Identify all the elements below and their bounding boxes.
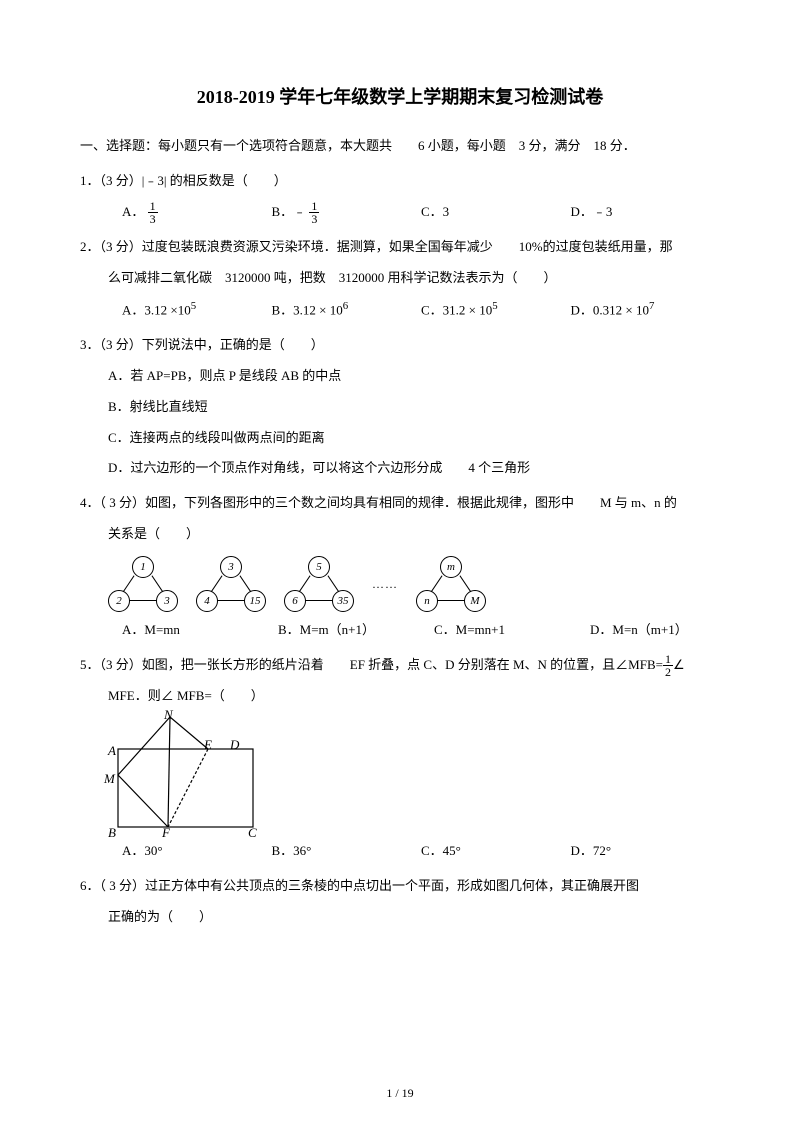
page-number: 1 / 19 xyxy=(0,1082,800,1105)
fraction-icon: 12 xyxy=(663,653,673,678)
q5-figure: A N E D M B F C xyxy=(108,717,278,835)
q3-opt-d: D．过六边形的一个顶点作对角线，可以将这个六边形分成 4 个三角形 xyxy=(80,456,720,481)
q5-opt-b: B．36° xyxy=(272,839,422,864)
q4-line2: 关系是（ ） xyxy=(80,522,720,547)
q4-opt-d: D．M=n（m+1） xyxy=(590,618,720,643)
q5-line1: 5．（3 分）如图，把一张长方形的纸片沿着 EF 折叠，点 C、D 分别落在 M… xyxy=(80,653,720,679)
question-6: 6．（ 3 分）过正方体中有公共顶点的三条棱的中点切出一个平面，形成如图几何体，… xyxy=(80,874,720,929)
vertex-label: N xyxy=(164,703,173,728)
fraction-icon: 13 xyxy=(148,200,158,225)
q1-opt-a: A． 13 xyxy=(122,200,272,226)
q2-opt-a: A．3.12 ×105 xyxy=(122,296,272,323)
question-5: 5．（3 分）如图，把一张长方形的纸片沿着 EF 折叠，点 C、D 分别落在 M… xyxy=(80,653,720,864)
q1-stem: 1．（3 分）|﹣3| 的相反数是（ ） xyxy=(80,169,720,194)
question-1: 1．（3 分）|﹣3| 的相反数是（ ） A． 13 B．﹣ 13 C．3 D．… xyxy=(80,169,720,225)
q5-opt-c: C．45° xyxy=(421,839,571,864)
q4-line1: 4．（ 3 分）如图，下列各图形中的三个数之间均具有相同的规律．根据此规律，图形… xyxy=(80,491,720,516)
q5-options: A．30° B．36° C．45° D．72° xyxy=(80,839,720,864)
q4-opt-c: C．M=mn+1 xyxy=(434,618,590,643)
vertex-label: E xyxy=(204,733,212,758)
q1-opt-c: C．3 xyxy=(421,200,571,226)
triangle-diagram: 1 2 3 xyxy=(108,556,178,612)
triangle-diagram: 3 4 15 xyxy=(196,556,266,612)
section-header: 一、选择题：每小题只有一个选项符合题意，本大题共 6 小题，每小题 3 分，满分… xyxy=(80,134,720,159)
node: 15 xyxy=(244,590,266,612)
q2-opt-b: B．3.12 × 106 xyxy=(272,296,422,323)
q2-opt-c: C．31.2 × 105 xyxy=(421,296,571,323)
node: M xyxy=(464,590,486,612)
vertex-label: F xyxy=(162,821,170,846)
q4-options: A．M=mn B．M=m（n+1） C．M=mn+1 D．M=n（m+1） xyxy=(80,618,720,643)
q2-opt-d: D．0.312 × 107 xyxy=(571,296,721,323)
vertex-label: D xyxy=(230,733,239,758)
q2-options: A．3.12 ×105 B．3.12 × 106 C．31.2 × 105 D．… xyxy=(80,296,720,323)
q4-opt-b: B．M=m（n+1） xyxy=(278,618,434,643)
q5-opt-d: D．72° xyxy=(571,839,721,864)
q4-opt-a: A．M=mn xyxy=(122,618,278,643)
node: 2 xyxy=(108,590,130,612)
triangle-diagram: 5 6 35 xyxy=(284,556,354,612)
question-2: 2．（3 分）过度包装既浪费资源又污染环境．据测算，如果全国每年减少 10%的过… xyxy=(80,235,720,323)
text: 5．（3 分）如图，把一张长方形的纸片沿着 EF 折叠，点 C、D 分别落在 M… xyxy=(80,657,663,672)
q4-diagram: 1 2 3 3 4 15 5 6 35 …… m n M xyxy=(80,556,720,612)
vertex-label: A xyxy=(108,739,116,764)
q6-line1: 6．（ 3 分）过正方体中有公共顶点的三条棱的中点切出一个平面，形成如图几何体，… xyxy=(80,874,720,899)
q3-stem: 3．（3 分）下列说法中，正确的是（ ） xyxy=(80,333,720,358)
q1-options: A． 13 B．﹣ 13 C．3 D．﹣3 xyxy=(80,200,720,226)
node: n xyxy=(416,590,438,612)
q1-opt-b: B．﹣ 13 xyxy=(272,200,422,226)
question-3: 3．（3 分）下列说法中，正确的是（ ） A．若 AP=PB，则点 P 是线段 … xyxy=(80,333,720,480)
node: 35 xyxy=(332,590,354,612)
q3-opt-a: A．若 AP=PB，则点 P 是线段 AB 的中点 xyxy=(80,364,720,389)
opt-label: A． xyxy=(122,204,144,219)
q2-line2: 么可减排二氧化碳 3120000 吨，把数 3120000 用科学记数法表示为（… xyxy=(80,266,720,291)
vertex-label: M xyxy=(104,767,115,792)
ellipsis: …… xyxy=(372,573,398,596)
opt-label: B．﹣ xyxy=(272,204,307,219)
q3-opt-b: B．射线比直线短 xyxy=(80,395,720,420)
fraction-icon: 13 xyxy=(309,200,319,225)
text: ∠ xyxy=(673,657,685,672)
node: 4 xyxy=(196,590,218,612)
vertex-label: B xyxy=(108,821,116,846)
q3-opt-c: C．连接两点的线段叫做两点间的距离 xyxy=(80,426,720,451)
node: 6 xyxy=(284,590,306,612)
triangle-diagram: m n M xyxy=(416,556,486,612)
q1-opt-d: D．﹣3 xyxy=(571,200,721,226)
vertex-label: C xyxy=(248,821,257,846)
q6-line2: 正确的为（ ） xyxy=(80,905,720,930)
page-title: 2018-2019 学年七年级数学上学期期末复习检测试卷 xyxy=(80,80,720,114)
question-4: 4．（ 3 分）如图，下列各图形中的三个数之间均具有相同的规律．根据此规律，图形… xyxy=(80,491,720,643)
q5-line2: MFE．则∠ MFB=（ ） xyxy=(80,684,720,709)
q2-line1: 2．（3 分）过度包装既浪费资源又污染环境．据测算，如果全国每年减少 10%的过… xyxy=(80,235,720,260)
node: 3 xyxy=(156,590,178,612)
